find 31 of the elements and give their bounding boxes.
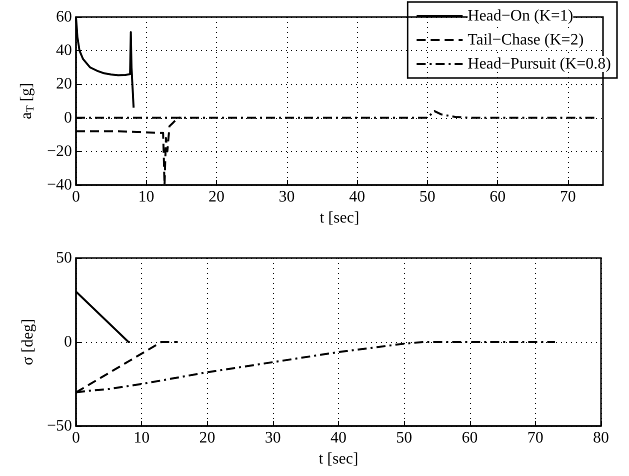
y-tick-label: 0 — [64, 334, 72, 350]
y-tick-label: 40 — [56, 42, 72, 60]
y-tick-label: −50 — [46, 418, 72, 434]
x-tick-label: 70 — [527, 430, 544, 446]
y-axis-title: aT [g] — [18, 82, 37, 120]
x-tick-label: 50 — [396, 430, 412, 446]
x-axis-title: t [sec] — [320, 209, 360, 226]
y-tick-label: −40 — [46, 176, 72, 194]
x-tick-label: 70 — [560, 188, 576, 206]
x-axis-title: t [sec] — [318, 450, 358, 468]
x-tick-label: 10 — [134, 430, 150, 446]
y-tick-label: 20 — [56, 76, 72, 93]
y-axis-title: σ [deg] — [20, 318, 37, 366]
x-tick-label: 20 — [199, 430, 216, 446]
legend-label: Head−Pursuit (K=0.8) — [468, 56, 611, 72]
x-tick-label: 20 — [208, 188, 225, 206]
x-tick-label: 80 — [593, 430, 609, 446]
x-tick-label: 40 — [330, 430, 346, 446]
x-tick-label: 60 — [462, 430, 478, 446]
y-tick-label: 50 — [56, 250, 72, 266]
x-tick-label: 10 — [138, 188, 154, 206]
y-tick-label: 60 — [56, 8, 72, 26]
x-tick-label: 40 — [349, 188, 366, 206]
x-tick-label: 30 — [278, 188, 295, 206]
x-tick-label: 30 — [264, 430, 281, 446]
y-tick-label: −20 — [46, 142, 72, 160]
legend-label: Tail−Chase (K=2) — [468, 32, 584, 48]
x-tick-label: 60 — [490, 188, 506, 206]
x-tick-label: 50 — [419, 188, 436, 206]
legend-label: Head−On (K=1) — [468, 8, 574, 24]
y-tick-label: 0 — [64, 109, 72, 126]
